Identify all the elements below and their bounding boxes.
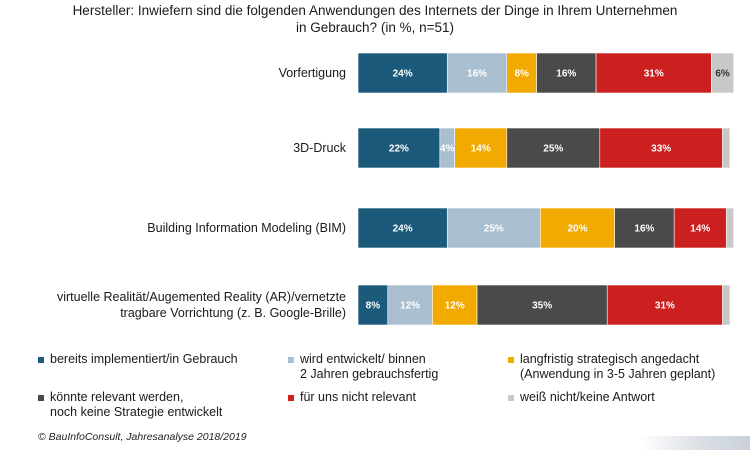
bar-segment-0-5 <box>711 52 735 94</box>
data-label-3-0: 8% <box>366 301 381 312</box>
data-label-3-2: 12% <box>445 301 465 312</box>
category-label-3d-druck: 3D-Druck <box>293 141 347 155</box>
chart-title: Hersteller: Inwiefern sind die folgenden… <box>0 2 750 36</box>
legend-label: weiß nicht/keine Antwort <box>520 390 655 404</box>
bar-segment-1-0 <box>357 127 441 169</box>
bar-segment-1-4 <box>599 127 723 169</box>
bar-segment-3-1 <box>387 284 433 326</box>
bar-segment-2-3 <box>614 207 675 249</box>
data-label-1-2: 14% <box>471 144 491 155</box>
legend-item-1: wird entwickelt/ binnen 2 Jahren gebrauc… <box>288 352 438 382</box>
bar-segment-2-5 <box>725 207 735 249</box>
data-label-3-1: 12% <box>400 301 420 312</box>
legend-label: langfristig strategisch angedacht (Anwen… <box>520 352 716 381</box>
legend-item-4: für uns nicht relevant <box>288 390 416 405</box>
legend-swatch <box>288 357 294 363</box>
data-label-0-1: 16% <box>467 69 487 80</box>
decorative-corner <box>640 436 750 450</box>
data-label-0-4: 31% <box>644 69 664 80</box>
data-label-1-1: 4% <box>440 144 455 155</box>
data-label-1-3: 25% <box>543 144 563 155</box>
data-label-2-4: 14% <box>690 224 710 235</box>
data-label-2-0: 24% <box>393 224 413 235</box>
data-label-3-4: 31% <box>655 301 675 312</box>
legend-label: für uns nicht relevant <box>300 390 417 404</box>
data-label-0-0: 24% <box>393 69 413 80</box>
bar-segment-1-5 <box>722 127 731 169</box>
data-label-1-4: 33% <box>651 144 671 155</box>
legend-swatch <box>508 357 514 363</box>
legend-item-3: könnte relevant werden, noch keine Strat… <box>38 390 222 420</box>
legend-label: könnte relevant werden, noch keine Strat… <box>50 390 223 419</box>
legend-swatch <box>508 395 514 401</box>
legend-label: bereits implementiert/in Gebrauch <box>50 352 238 366</box>
bar-segment-3-5 <box>722 284 731 326</box>
data-label-2-2: 20% <box>567 224 587 235</box>
legend-item-5: weiß nicht/keine Antwort <box>508 390 655 405</box>
data-label-0-3: 16% <box>556 69 576 80</box>
source-note: © BauInfoConsult, Jahresanalyse 2018/201… <box>38 431 247 443</box>
chart-title-line-1: Hersteller: Inwiefern sind die folgenden… <box>72 3 678 18</box>
bar-segment-3-4 <box>606 284 723 326</box>
legend-item-2: langfristig strategisch angedacht (Anwen… <box>508 352 715 382</box>
legend-label: wird entwickelt/ binnen 2 Jahren gebrauc… <box>300 352 439 381</box>
stacked-bar-chart: Vorfertigung 24% 16% 8% 16% 31% 6% 3D-Druck 22% 4… <box>57 52 735 326</box>
data-label-1-0: 22% <box>389 144 409 155</box>
category-label-building-information-modeling-: Building Information Modeling (BIM) <box>147 221 346 235</box>
data-label-3-3: 35% <box>532 301 552 312</box>
bar-segment-2-0 <box>357 207 448 249</box>
data-label-2-1: 25% <box>484 224 504 235</box>
legend-item-0: bereits implementiert/in Gebrauch <box>38 352 238 367</box>
bar-segment-2-2 <box>539 207 615 249</box>
data-label-0-2: 8% <box>514 69 529 80</box>
bar-segment-3-2 <box>432 284 478 326</box>
bar-segment-0-3 <box>536 52 597 94</box>
category-label-vorfertigung: Vorfertigung <box>279 66 346 80</box>
chart-title-line-2: in Gebrauch? (in %, n=51) <box>296 20 454 35</box>
legend-swatch <box>288 395 294 401</box>
bar-segment-0-4 <box>595 52 712 94</box>
data-label-0-5: 6% <box>715 69 730 80</box>
legend-swatch <box>38 357 44 363</box>
bar-segment-3-3 <box>476 284 608 326</box>
bar-segment-1-3 <box>506 127 601 169</box>
bar-segment-0-0 <box>357 52 448 94</box>
bar-segment-2-4 <box>673 207 727 249</box>
bar-segment-3-0 <box>357 284 389 326</box>
bar-segment-0-2 <box>506 52 537 94</box>
legend-swatch <box>38 395 44 401</box>
data-label-2-3: 16% <box>634 224 654 235</box>
category-label-virtuelle-realit-t-augemented-: virtuelle Realität/Augemented Reality (A… <box>57 290 346 320</box>
